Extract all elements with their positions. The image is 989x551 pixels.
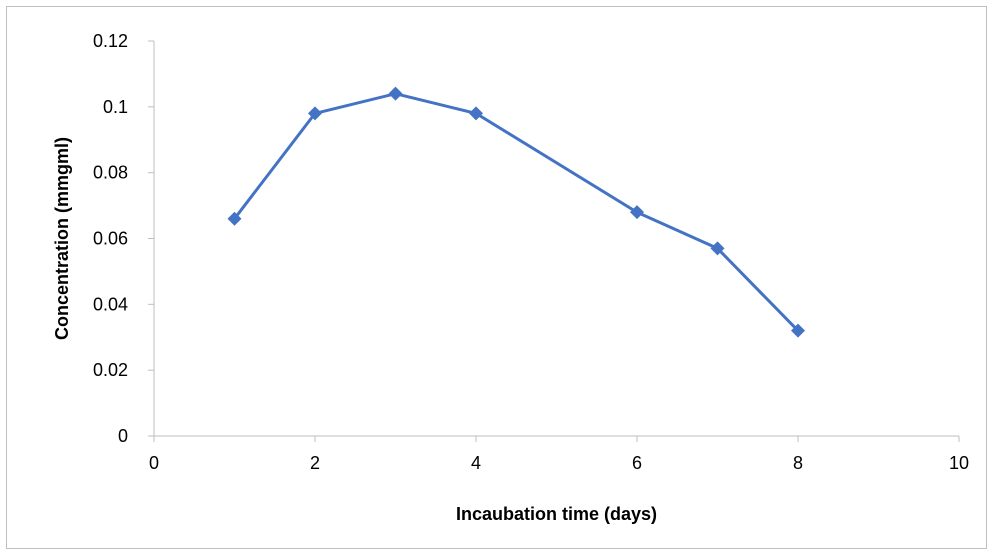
x-tick-label: 8 — [793, 453, 803, 473]
y-tick-label: 0.08 — [93, 163, 128, 183]
y-tick-label: 0.06 — [93, 229, 128, 249]
axes — [153, 41, 959, 437]
x-tick-label: 2 — [310, 453, 320, 473]
data-point-marker — [710, 241, 725, 256]
x-tick-label: 4 — [471, 453, 481, 473]
series-line — [233, 92, 800, 333]
y-tick-label: 0.12 — [93, 31, 128, 51]
x-tick-label: 10 — [949, 453, 969, 473]
x-axis-title: Incaubation time (days) — [456, 504, 657, 524]
y-axis-title: Concentration (mmgml) — [52, 137, 72, 340]
y-tick-label: 0 — [118, 426, 128, 446]
data-point-marker — [469, 106, 483, 121]
data-point-marker — [308, 106, 322, 121]
axis-tick-labels: 0 0.02 0.04 0.06 0.08 0.1 0.12 0 2 4 6 8 10 — [93, 31, 969, 473]
data-point-marker — [630, 205, 644, 220]
chart-area — [6, 6, 987, 549]
y-tick-label: 0.02 — [93, 360, 128, 380]
x-tick-label: 0 — [149, 453, 159, 473]
data-point-marker — [227, 211, 242, 226]
data-point-marker — [388, 86, 403, 101]
data-series — [227, 86, 805, 338]
x-tick-label: 6 — [632, 453, 642, 473]
y-tick-label: 0.1 — [103, 97, 128, 117]
y-tick-label: 0.04 — [93, 294, 128, 314]
data-point-marker — [791, 323, 805, 338]
axis-ticks — [148, 40, 960, 442]
